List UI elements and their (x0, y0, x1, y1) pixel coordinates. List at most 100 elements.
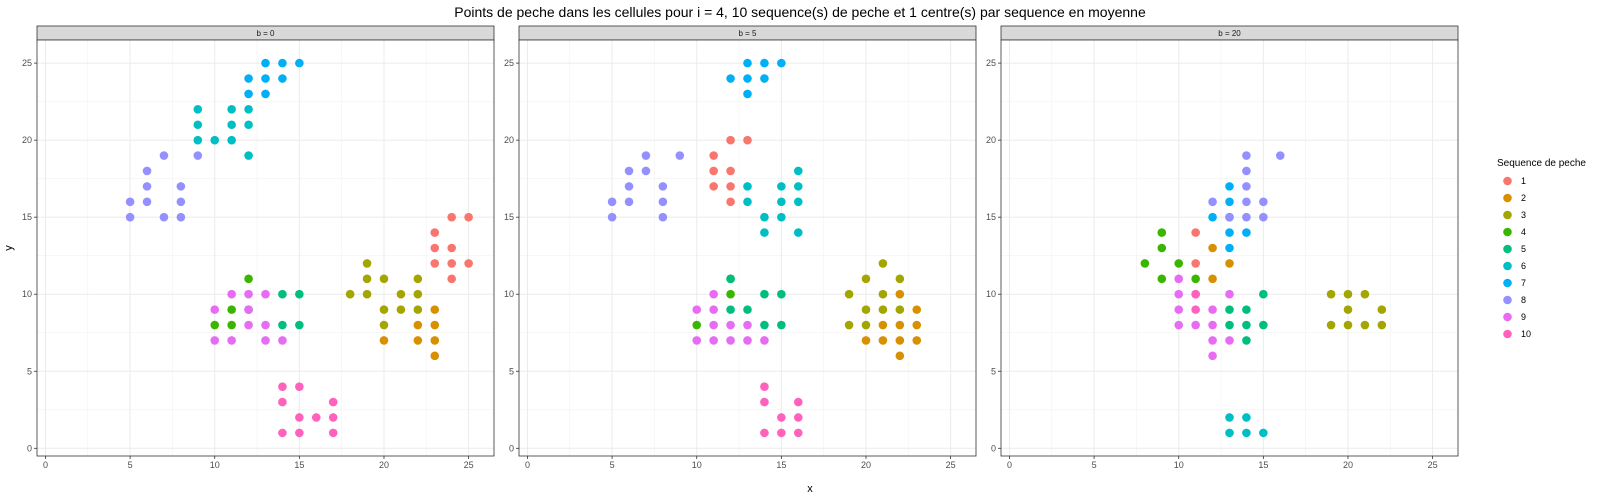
data-point (278, 320, 287, 330)
data-point (912, 305, 922, 314)
data-point (777, 289, 786, 299)
data-point (793, 182, 803, 191)
data-point (1191, 228, 1200, 237)
data-point (726, 305, 735, 314)
data-point (1191, 259, 1200, 268)
data-point (1208, 197, 1217, 207)
data-point (1242, 197, 1251, 207)
facet-panel: b = 5 0 5 10 15 20 25 0 5 10 15 20 25 (504, 25, 977, 470)
legend-title: Sequence de peche (1497, 158, 1586, 169)
data-point (793, 413, 803, 422)
y-tick-label: 5 (27, 366, 32, 376)
data-point (430, 243, 440, 253)
data-point (726, 274, 735, 284)
data-point (1326, 289, 1336, 299)
data-point (430, 228, 440, 237)
data-point (379, 274, 389, 284)
data-point (1225, 197, 1234, 207)
data-point (176, 212, 186, 222)
y-tick-label: 20 (22, 135, 32, 145)
y-tick-label: 10 (504, 289, 514, 299)
y-tick-label: 15 (22, 212, 32, 222)
data-point (176, 197, 186, 207)
data-point (447, 259, 456, 268)
data-point (1208, 274, 1217, 284)
y-tick-label: 20 (504, 135, 514, 145)
data-point (777, 428, 786, 438)
data-point (624, 197, 634, 207)
data-point (743, 197, 752, 207)
data-point (278, 382, 287, 391)
data-point (760, 382, 769, 391)
data-point (760, 336, 769, 345)
data-point (125, 197, 135, 207)
data-point (278, 336, 287, 345)
data-point (1225, 320, 1234, 330)
data-point (1174, 259, 1184, 268)
data-point (227, 120, 236, 130)
data-point (1225, 243, 1234, 253)
data-point (379, 336, 389, 345)
y-tick-label: 25 (22, 58, 32, 68)
data-point (413, 289, 423, 299)
data-point (878, 320, 888, 330)
data-point (844, 320, 854, 330)
data-point (1208, 243, 1217, 253)
data-point (793, 228, 803, 237)
legend-swatch (1503, 278, 1512, 288)
data-point (912, 336, 922, 345)
data-point (743, 320, 752, 330)
data-point (793, 428, 803, 438)
data-point (709, 151, 718, 160)
data-point (447, 243, 456, 253)
data-point (261, 74, 270, 83)
x-tick-label: 0 (525, 460, 530, 470)
data-point (844, 289, 854, 299)
data-point (311, 413, 321, 422)
data-point (142, 197, 152, 207)
x-tick-label: 20 (861, 460, 871, 470)
data-point (295, 289, 304, 299)
y-axis-title: y (3, 245, 15, 251)
y-tick-label: 10 (986, 289, 996, 299)
x-tick-label: 5 (610, 460, 615, 470)
data-point (227, 105, 236, 114)
data-point (430, 259, 440, 268)
legend-swatch (1503, 261, 1512, 271)
data-point (193, 120, 203, 130)
x-tick-label: 25 (464, 460, 474, 470)
data-point (1242, 336, 1251, 345)
x-tick-label: 15 (1258, 460, 1268, 470)
legend-swatch (1503, 312, 1512, 322)
data-point (1242, 151, 1251, 160)
y-tick-label: 5 (991, 366, 996, 376)
data-point (295, 58, 304, 68)
data-point (726, 182, 735, 191)
data-point (1225, 336, 1234, 345)
data-point (227, 336, 236, 345)
panel-background (519, 40, 976, 456)
data-point (1225, 212, 1234, 222)
data-point (1326, 320, 1336, 330)
data-point (726, 166, 735, 176)
data-point (210, 305, 220, 314)
data-point (413, 274, 423, 284)
data-point (709, 305, 718, 314)
data-point (743, 182, 752, 191)
x-tick-label: 5 (128, 460, 133, 470)
data-point (793, 166, 803, 176)
legend-swatch (1503, 295, 1512, 305)
data-point (261, 336, 270, 345)
data-point (861, 274, 871, 284)
data-point (227, 135, 236, 145)
x-tick-label: 25 (1428, 460, 1438, 470)
data-point (379, 320, 389, 330)
legend-label: 4 (1521, 227, 1526, 237)
chart-title: Points de peche dans les cellules pour i… (454, 4, 1146, 20)
data-point (1343, 305, 1353, 314)
data-point (464, 212, 473, 222)
data-point (1208, 212, 1217, 222)
data-point (142, 166, 152, 176)
facet-strip-label: b = 20 (1218, 29, 1241, 38)
